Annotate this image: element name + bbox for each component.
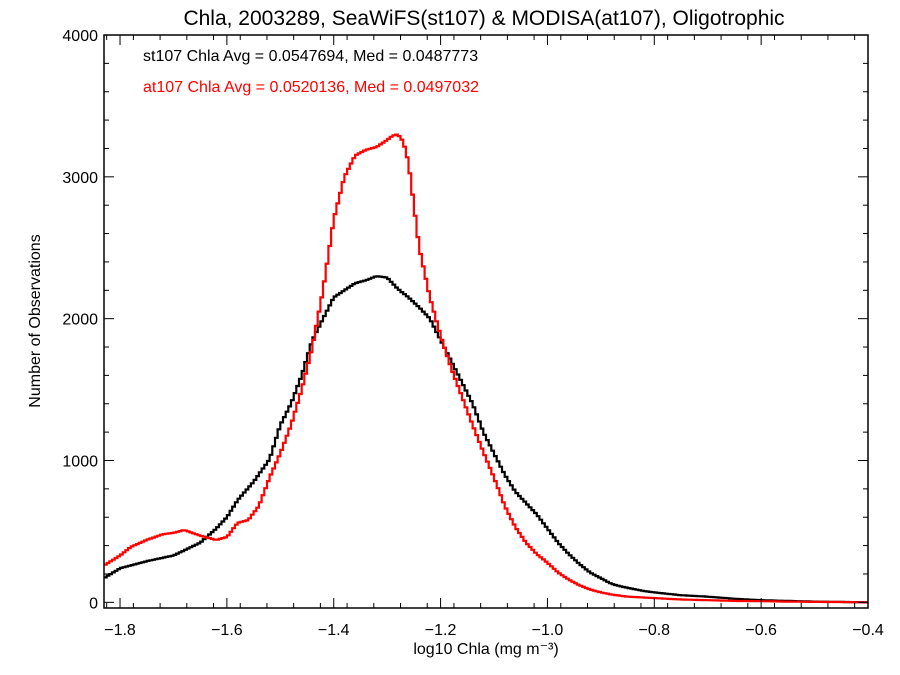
series-group: [104, 133, 868, 604]
x-tick-label: −0.6: [745, 622, 777, 639]
x-tick-label: −1.4: [318, 622, 350, 639]
y-axis: 0 1000 2000 3000 4000: [62, 28, 868, 612]
x-axis: −1.8 −1.6 −1.4 −1.2 −1.0 −0.8 −0.6 −0.4: [104, 35, 884, 639]
x-tick-label: −0.4: [852, 622, 884, 639]
x-axis-label: log10 Chla (mg m⁻³): [413, 641, 558, 658]
y-tick-label: 1000: [62, 453, 98, 470]
x-tick-label: −1.2: [425, 622, 457, 639]
y-tick-label: 2000: [62, 312, 98, 329]
series-line-0: [104, 275, 868, 604]
series-line-1: [104, 133, 868, 604]
y-tick-label: 3000: [62, 170, 98, 187]
y-tick-label: 0: [89, 595, 98, 612]
x-tick-label: −1.6: [211, 622, 243, 639]
chart-title: Chla, 2003289, SeaWiFS(st107) & MODISA(a…: [183, 7, 784, 30]
y-axis-label: Number of Observations: [27, 234, 44, 407]
plot-frame: [103, 34, 869, 609]
y-tick-label: 4000: [62, 28, 98, 45]
x-tick-label: −1.8: [104, 622, 136, 639]
stat-annotation-at107: at107 Chla Avg = 0.0520136, Med = 0.0497…: [143, 79, 479, 96]
x-tick-label: −1.0: [532, 622, 564, 639]
stat-annotation-st107: st107 Chla Avg = 0.0547694, Med = 0.0487…: [143, 48, 478, 65]
x-tick-label: −0.8: [638, 622, 670, 639]
